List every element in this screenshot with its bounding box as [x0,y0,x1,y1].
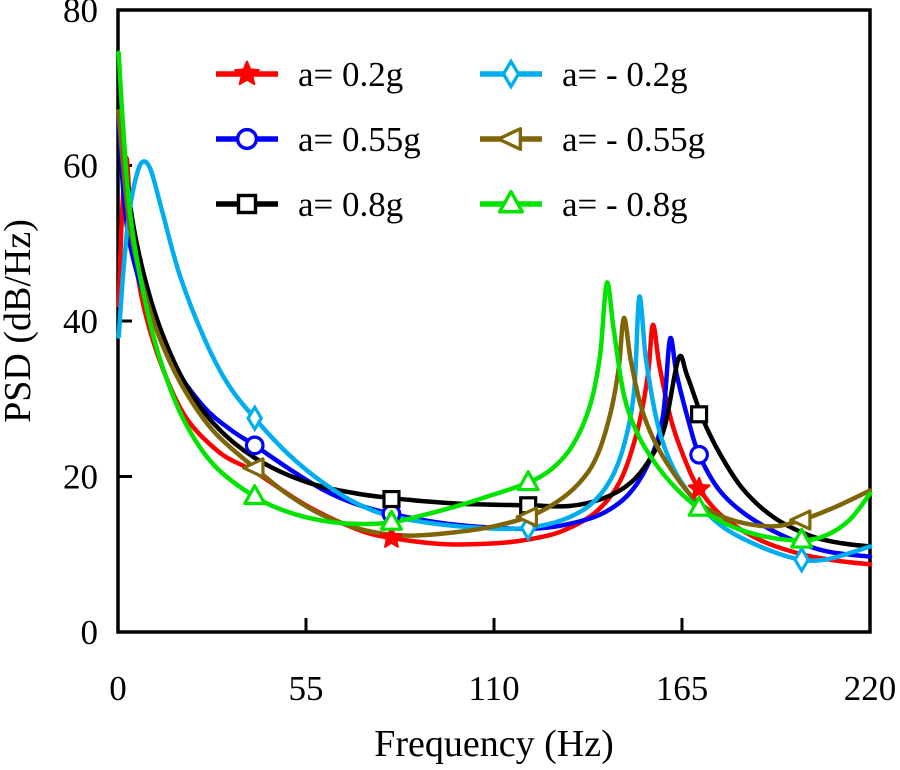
series-line-1 [116,116,873,559]
legend-label-1: a= 0.55g [298,120,421,159]
series-5-marker-0 [243,484,267,506]
y-axis-label: PSD (dB/Hz) [0,219,39,423]
legend-marker-2 [236,193,258,215]
legend-item-4: a= - 0.55g [480,120,705,159]
x-tick-label-220: 220 [844,669,897,708]
legend-marker-0 [234,60,260,86]
y-tick-label-20: 20 [63,458,98,497]
series-4-marker-0 [242,457,265,479]
series-5-marker-2 [516,470,540,492]
series-1-marker-2 [689,444,709,465]
series-curves [116,50,873,567]
series-3-marker-0 [246,404,264,433]
legend-marker-4 [496,127,523,151]
legend-item-3: a= - 0.2g [480,55,688,94]
x-tick-label-0: 0 [109,669,127,708]
series-line-3 [116,159,873,563]
legend-label-3: a= - 0.2g [562,55,688,94]
x-tick-label-165: 165 [656,669,709,708]
legend-item-0: a= 0.2g [216,55,403,94]
legend-item-1: a= 0.55g [216,120,421,159]
series-line-2 [116,62,873,549]
series-5-marker-4 [790,527,814,549]
x-tick-label-110: 110 [468,669,519,708]
legend-label-4: a= - 0.55g [562,120,705,159]
axis-ticks [118,164,684,632]
y-tick-label-80: 80 [63,0,98,30]
legend-label-0: a= 0.2g [298,55,403,94]
legend-marker-1 [235,127,259,151]
tick-labels: 0 55 110 165 220 0 20 40 60 80 [63,0,896,708]
legend: a= 0.2g a= 0.55g a= 0.8g a= - 0.2g a= - 0.55… [216,55,705,224]
x-tick-label-55: 55 [289,669,324,708]
series-markers [242,404,814,574]
legend-item-2: a= 0.8g [216,185,403,224]
series-1-marker-0 [244,435,265,456]
y-tick-label-40: 40 [63,302,98,341]
legend-label-2: a= 0.8g [298,185,403,224]
series-2-marker-2 [690,405,709,424]
series-5-marker-1 [379,509,403,531]
series-line-5 [116,50,873,543]
y-tick-label-60: 60 [63,147,98,186]
legend-marker-5 [498,189,524,214]
series-3-marker-2 [793,545,811,574]
series-0-marker-1 [687,476,711,499]
series-4-marker-1 [515,506,539,528]
legend-marker-3 [501,58,521,90]
series-0-marker-0 [380,525,403,548]
series-line-4 [116,108,873,538]
legend-label-5: a= - 0.8g [562,185,688,224]
y-tick-label-0: 0 [81,613,99,652]
x-axis-label: Frequency (Hz) [374,723,614,765]
legend-item-5: a= - 0.8g [480,185,688,224]
series-2-marker-0 [382,489,401,509]
series-5-marker-3 [687,495,711,517]
series-4-marker-2 [789,509,812,531]
